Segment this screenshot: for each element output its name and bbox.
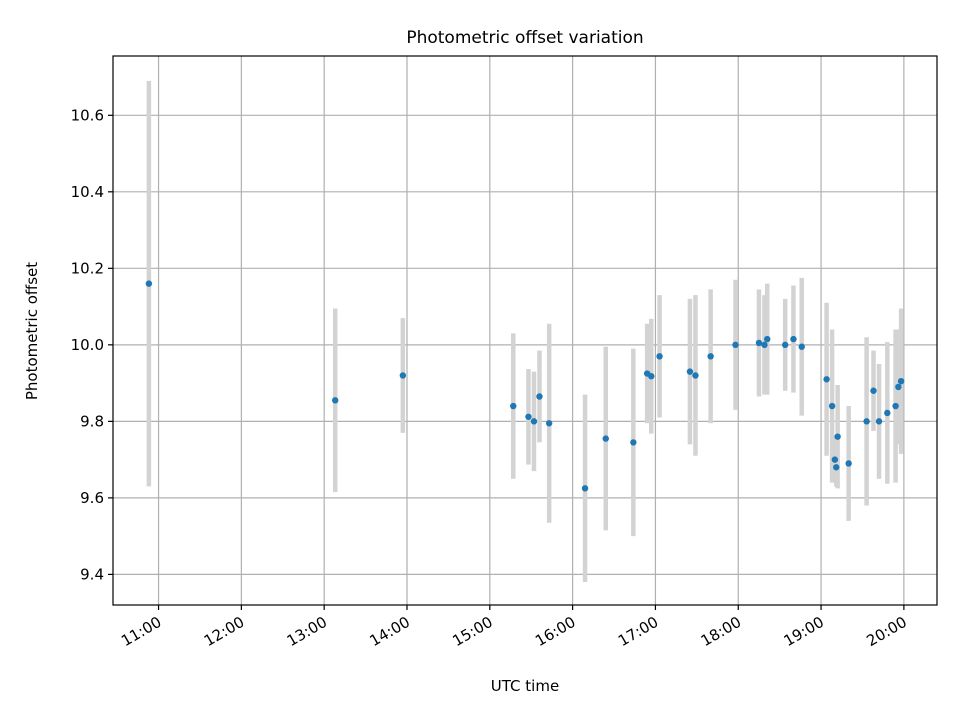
data-point <box>525 413 532 420</box>
y-axis-label: Photometric offset <box>23 262 41 400</box>
data-point <box>692 372 699 379</box>
data-point <box>781 341 789 349</box>
data-point <box>892 402 899 410</box>
data-point <box>897 377 905 385</box>
y-tick-label: 10.4 <box>71 183 104 201</box>
y-tick-label: 10.2 <box>71 259 104 277</box>
data-point <box>828 402 836 410</box>
data-point <box>648 373 655 380</box>
data-point <box>707 353 714 360</box>
data-point <box>581 485 589 492</box>
data-point <box>764 335 771 343</box>
data-point <box>823 376 830 383</box>
x-axis-label: UTC time <box>491 677 559 695</box>
data-point <box>895 383 902 391</box>
plot-frame <box>112 55 938 606</box>
data-point <box>656 353 663 360</box>
y-axis-ticks: 9.4 9.6 9.8 10.0 10.2 10.4 10.6 <box>71 106 113 583</box>
data-point <box>845 460 852 467</box>
data-point <box>332 397 339 404</box>
data-point <box>755 339 763 347</box>
data-point <box>863 418 870 425</box>
y-tick-label: 9.4 <box>80 565 104 583</box>
data-point <box>510 402 517 410</box>
data-point <box>602 435 609 442</box>
y-tick-label: 10.0 <box>71 336 104 354</box>
y-tick-label: 9.8 <box>80 412 104 430</box>
data-point <box>530 418 538 425</box>
chart-title: Photometric offset variation <box>406 28 643 48</box>
data-point <box>875 418 883 425</box>
data-point <box>790 335 797 343</box>
data-point <box>798 343 805 350</box>
data-point <box>536 393 543 400</box>
data-point <box>630 439 637 446</box>
data-point <box>884 409 891 417</box>
data-point <box>761 341 768 349</box>
data-point <box>870 387 877 394</box>
data-point <box>834 433 841 440</box>
data-point <box>399 372 407 379</box>
data-point <box>545 420 553 427</box>
data-point <box>145 280 153 287</box>
data-point <box>732 341 739 349</box>
y-tick-label: 10.6 <box>71 106 104 124</box>
data-point <box>831 456 839 463</box>
y-tick-label: 9.6 <box>80 489 104 507</box>
data-point <box>833 464 840 471</box>
data-point <box>686 368 694 375</box>
data-points <box>145 280 905 492</box>
